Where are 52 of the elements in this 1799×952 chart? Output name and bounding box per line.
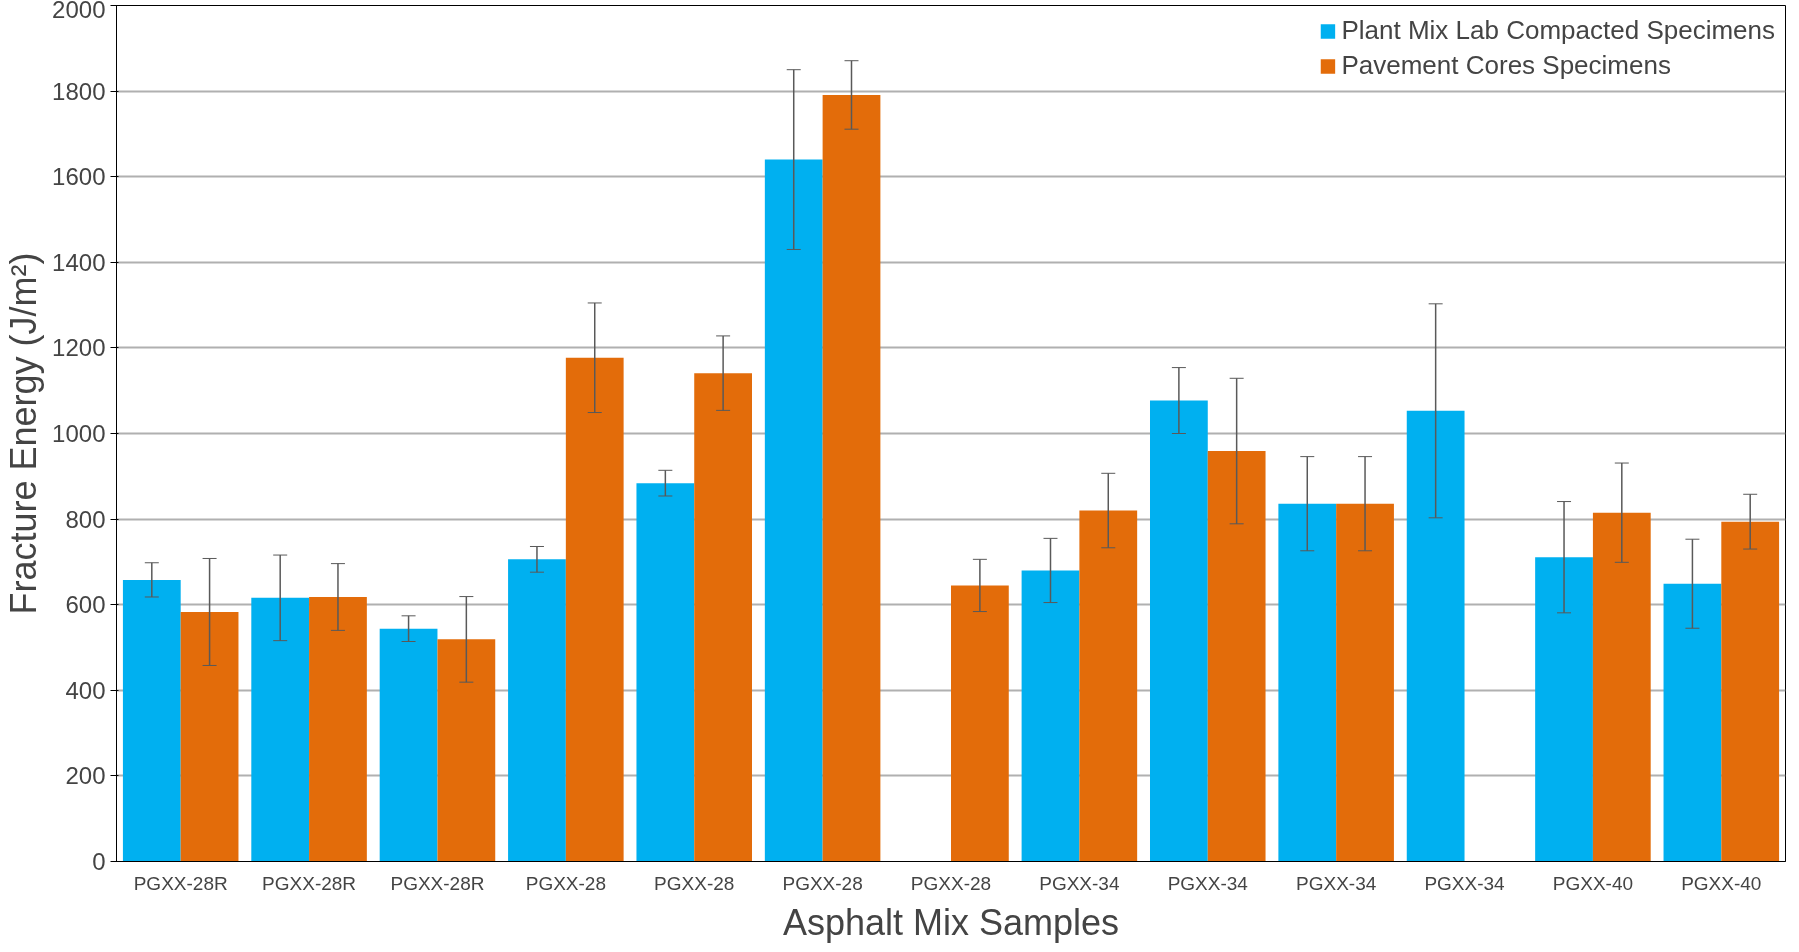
bar	[764, 159, 823, 862]
bar	[1021, 570, 1080, 862]
bar	[1079, 510, 1138, 862]
bar	[694, 373, 752, 862]
bar	[508, 559, 566, 862]
bar	[309, 597, 367, 862]
y-tick-label: 1200	[52, 334, 106, 362]
x-axis-title: Asphalt Mix Samples	[782, 901, 1120, 943]
bar	[1663, 583, 1722, 862]
y-tick-label: 1600	[52, 163, 106, 191]
bar	[1406, 410, 1465, 862]
bar	[1336, 503, 1394, 862]
bar	[251, 597, 310, 862]
x-tick-label: PGXX-40	[1552, 872, 1634, 894]
y-tick-label: 600	[65, 591, 106, 619]
x-tick-label: PGXX-28	[910, 872, 992, 894]
bar	[822, 94, 881, 862]
y-axis-title: Fracture Energy (J/m²)	[3, 252, 45, 615]
y-tick-label: 2000	[52, 0, 106, 23]
legend-label: Plant Mix Lab Compacted Specimens	[1341, 15, 1775, 46]
x-tick-label: PGXX-34	[1296, 872, 1377, 894]
x-tick-label: PGXX-28R	[262, 872, 357, 894]
y-tick-label: 200	[65, 762, 106, 790]
bar	[437, 639, 496, 862]
bar	[1278, 503, 1337, 862]
bar	[180, 611, 239, 862]
x-tick-label: PGXX-28	[654, 872, 735, 894]
bar	[951, 585, 1009, 862]
bar	[1535, 557, 1593, 862]
x-tick-label: PGXX-28R	[133, 872, 228, 894]
y-tick-label: 1000	[52, 420, 106, 447]
x-tick-label: PGXX-34	[1167, 872, 1249, 894]
x-tick-label: PGXX-34	[1424, 872, 1506, 894]
x-tick-label: PGXX-28	[525, 872, 606, 894]
bar	[1207, 451, 1266, 862]
x-tick-label: PGXX-40	[1681, 872, 1762, 894]
bar	[1150, 400, 1208, 862]
y-tick-label: 1800	[52, 77, 106, 105]
x-tick-label: PGXX-34	[1039, 872, 1120, 894]
bar	[1592, 512, 1651, 862]
bar	[379, 628, 438, 862]
y-tick-label: 800	[65, 505, 106, 533]
bar	[636, 483, 695, 862]
y-tick-label: 400	[65, 676, 106, 704]
y-tick-label: 1400	[52, 248, 106, 276]
x-tick-label: PGXX-28	[782, 872, 863, 894]
x-tick-label: PGXX-28R	[390, 872, 485, 894]
bar	[1721, 521, 1780, 862]
legend-label: Pavement Cores Specimens	[1341, 50, 1671, 81]
y-tick-label: 0	[92, 848, 106, 875]
bar	[565, 357, 624, 862]
bar	[122, 579, 181, 862]
